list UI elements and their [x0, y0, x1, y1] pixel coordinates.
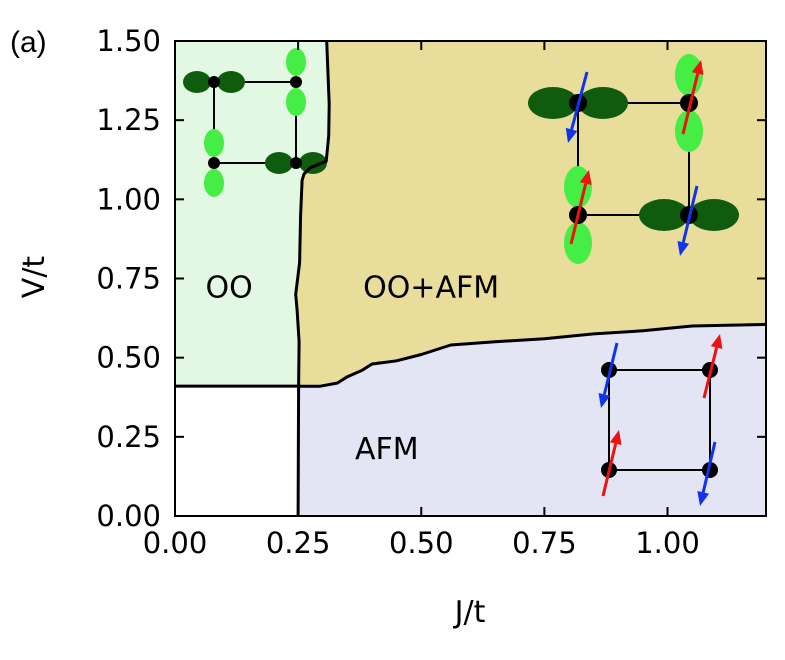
spin-down-arrow [701, 441, 717, 493]
orbital-lobe [689, 199, 739, 231]
orbital-lobe [265, 152, 293, 174]
spin-down-arrow [570, 71, 589, 130]
boundary-oo-left [294, 40, 331, 517]
region-label-oo: OO [206, 271, 253, 306]
spin-up-arrow-head [579, 170, 592, 186]
y-tick-label: 0.75 [96, 262, 161, 296]
x-axis-label: J/t [453, 595, 486, 630]
inset-oo [183, 48, 327, 197]
orbital-lobe [528, 87, 578, 119]
spin-up-arrow [569, 183, 588, 245]
region-label-afm: AFM [355, 432, 419, 467]
inset-afm [598, 334, 723, 506]
x-tick-label: 1.00 [635, 526, 700, 560]
y-tick-label: 0.00 [96, 499, 161, 533]
spin-down-arrow [681, 185, 699, 243]
spin-down-arrow-head [697, 491, 710, 506]
orbital-lobe [286, 48, 306, 76]
spin-up-arrow [681, 73, 700, 135]
phase-regions [175, 41, 766, 516]
lattice-site [290, 157, 302, 169]
y-tick-label: 1.00 [96, 182, 161, 216]
lattice-square [213, 81, 297, 164]
lattice-square [608, 369, 711, 471]
orbital-lobe [299, 152, 327, 174]
orbital-lobe [286, 88, 306, 116]
y-axis-label: V/t [17, 256, 52, 299]
x-tick-label: 0.25 [266, 526, 331, 560]
orbital-lobe [183, 71, 211, 93]
spin-up-arrow-head [691, 60, 704, 76]
spin-up-arrow-head [609, 430, 622, 446]
spin-up-arrow [702, 347, 719, 399]
inset-illustrations [183, 48, 739, 506]
orbital-lobe [578, 87, 628, 119]
lattice-site [208, 157, 220, 169]
lattice-site [290, 76, 302, 88]
x-tick-label: 0.50 [389, 526, 454, 560]
ticks: 0.00 0.25 0.50 0.75 1.00 0.00 0.25 0.50 0.75 1.00… [96, 24, 766, 560]
y-tick-label: 0.50 [96, 341, 161, 375]
boundary-afm-upper [298, 322, 767, 388]
spin-down-arrow-head [677, 240, 690, 256]
lattice-square [577, 102, 690, 216]
spin-down-arrow [602, 342, 619, 395]
y-tick-label: 1.25 [96, 103, 161, 137]
panel-label: (a) [10, 26, 47, 59]
orbital-lobe [217, 71, 245, 93]
phase-boundaries [175, 40, 767, 517]
spin-up-arrow [601, 443, 618, 497]
region-afm [298, 324, 766, 516]
x-tick-label: 0.75 [512, 526, 577, 560]
region-none [175, 386, 299, 516]
orbital-lobe [204, 129, 224, 157]
y-tick-label: 0.25 [96, 420, 161, 454]
lattice-site [208, 76, 220, 88]
orbital-lobe [204, 169, 224, 197]
orbital-lobe [639, 199, 689, 231]
x-tick-label: 0.00 [143, 526, 208, 560]
orbital-lobe [675, 110, 703, 152]
spin-up-arrow-head [710, 334, 723, 350]
region-label-oo-afm: OO+AFM [363, 271, 499, 306]
orbital-lobe [564, 222, 592, 264]
y-tick-label: 1.50 [96, 24, 161, 58]
inset-oo-afm [528, 54, 739, 264]
spin-down-arrow-head [565, 127, 578, 143]
spin-down-arrow-head [598, 392, 611, 408]
